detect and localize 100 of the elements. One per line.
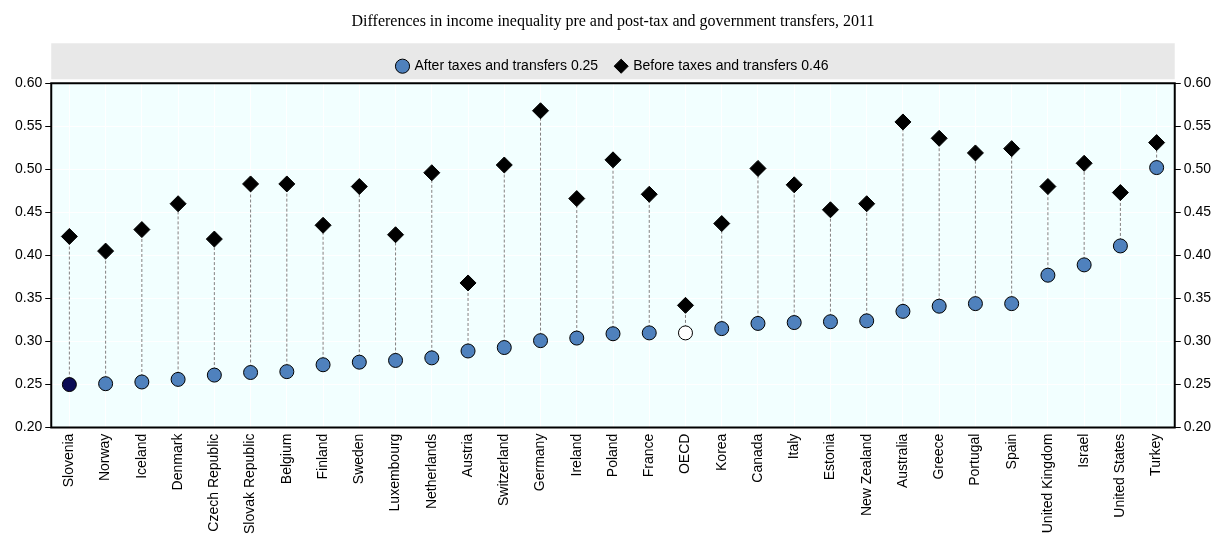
x-tick-label: Portugal <box>966 433 983 486</box>
x-tick-label: Ireland <box>567 433 584 477</box>
x-tick-label: Canada <box>748 433 765 483</box>
point <box>459 274 477 292</box>
x-tick-label: Luxembourg <box>386 433 403 512</box>
point <box>1039 178 1057 196</box>
x-tick-label: Switzerland <box>495 433 512 506</box>
point <box>532 102 550 120</box>
point <box>568 190 586 208</box>
x-tick-label: Slovak Republic <box>241 433 258 534</box>
y-tick-label: 0.35 <box>15 289 43 306</box>
point <box>894 113 912 131</box>
y-tick-label: 0.60 <box>15 74 43 91</box>
point <box>170 371 186 387</box>
point <box>895 303 911 319</box>
x-tick-label: Turkey <box>1147 433 1164 476</box>
point <box>930 129 948 147</box>
point <box>424 350 440 366</box>
x-tick-label: Austria <box>458 433 475 478</box>
point <box>61 377 77 393</box>
y-tick-label: 0.50 <box>15 160 43 177</box>
y-tick-label: 0.25 <box>15 375 43 392</box>
point <box>315 357 331 373</box>
x-tick-label: Finland <box>313 433 330 480</box>
legend-label: Before taxes and transfers 0.46 <box>633 57 829 74</box>
x-tick-label: Estonia <box>821 433 838 481</box>
x-tick-label: Iceland <box>132 433 149 479</box>
point <box>460 343 476 359</box>
point <box>205 230 223 248</box>
chart-title: Differences in income inequality pre and post-tax and government transfers, 2011 <box>351 11 875 30</box>
point <box>786 315 802 331</box>
y-tick-label: 0.55 <box>15 117 43 134</box>
point <box>1112 238 1128 254</box>
point <box>533 333 549 349</box>
point <box>388 352 404 368</box>
x-tick-label: Denmark <box>168 432 185 491</box>
point <box>785 176 803 194</box>
point <box>1075 154 1093 172</box>
x-tick-label: United States <box>1111 433 1128 518</box>
y2-tick-label: 0.60 <box>1183 74 1212 91</box>
x-tick-label: Spain <box>1002 433 1019 470</box>
x-tick-label: Australia <box>893 433 910 489</box>
point <box>98 376 114 392</box>
y2-tick-label: 0.30 <box>1183 332 1212 349</box>
x-tick-label: Greece <box>930 433 947 480</box>
y2-tick-label: 0.55 <box>1183 117 1212 134</box>
y-tick-label: 0.20 <box>15 418 43 435</box>
point <box>1004 296 1020 312</box>
point <box>314 216 332 234</box>
x-tick-label: France <box>640 433 657 478</box>
point <box>1111 184 1129 202</box>
point <box>97 242 115 260</box>
point <box>714 321 730 337</box>
point <box>858 195 876 213</box>
point <box>1148 134 1166 152</box>
point <box>676 296 694 314</box>
point <box>423 164 441 182</box>
point <box>169 195 187 213</box>
y2-tick-label: 0.50 <box>1183 160 1212 177</box>
point <box>1149 160 1165 176</box>
y2-tick-label: 0.35 <box>1183 289 1212 306</box>
x-tick-label: Slovenia <box>60 433 77 488</box>
legend-label: After taxes and transfers 0.25 <box>414 57 599 74</box>
point <box>677 325 693 341</box>
point <box>931 298 947 314</box>
y2-tick-label: 0.25 <box>1183 375 1212 392</box>
point <box>640 185 658 203</box>
point <box>1076 257 1092 273</box>
point <box>713 215 731 233</box>
point <box>605 326 621 342</box>
x-tick-label: Sweden <box>350 433 367 485</box>
x-tick-label: Germany <box>531 433 548 492</box>
point <box>569 330 585 346</box>
point <box>641 325 657 341</box>
point <box>822 314 838 330</box>
x-tick-label: Belgium <box>277 433 294 485</box>
point <box>496 340 512 356</box>
x-tick-label: Netherlands <box>422 433 439 510</box>
point <box>243 365 259 381</box>
point <box>134 374 150 390</box>
x-tick-label: Israel <box>1075 433 1092 468</box>
point <box>351 354 367 370</box>
point <box>821 201 839 219</box>
point <box>242 175 260 193</box>
point <box>966 144 984 162</box>
point <box>1040 267 1056 283</box>
point <box>749 159 767 177</box>
y-tick-label: 0.45 <box>15 203 43 220</box>
point <box>278 175 296 193</box>
x-tick-label: Poland <box>603 433 620 478</box>
x-tick-label: OECD <box>676 433 693 475</box>
point <box>604 151 622 169</box>
point <box>60 227 78 245</box>
x-tick-label: United Kingdom <box>1038 433 1055 534</box>
point <box>967 296 983 312</box>
y-tick-label: 0.30 <box>15 332 43 349</box>
y-tick-label: 0.40 <box>15 246 43 263</box>
x-tick-label: Czech Republic <box>205 433 222 532</box>
point <box>206 367 222 383</box>
y2-tick-label: 0.40 <box>1183 246 1212 263</box>
